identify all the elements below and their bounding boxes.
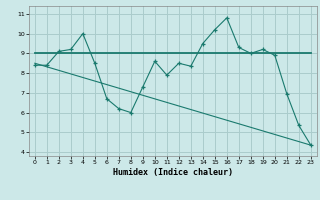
X-axis label: Humidex (Indice chaleur): Humidex (Indice chaleur) [113, 168, 233, 177]
